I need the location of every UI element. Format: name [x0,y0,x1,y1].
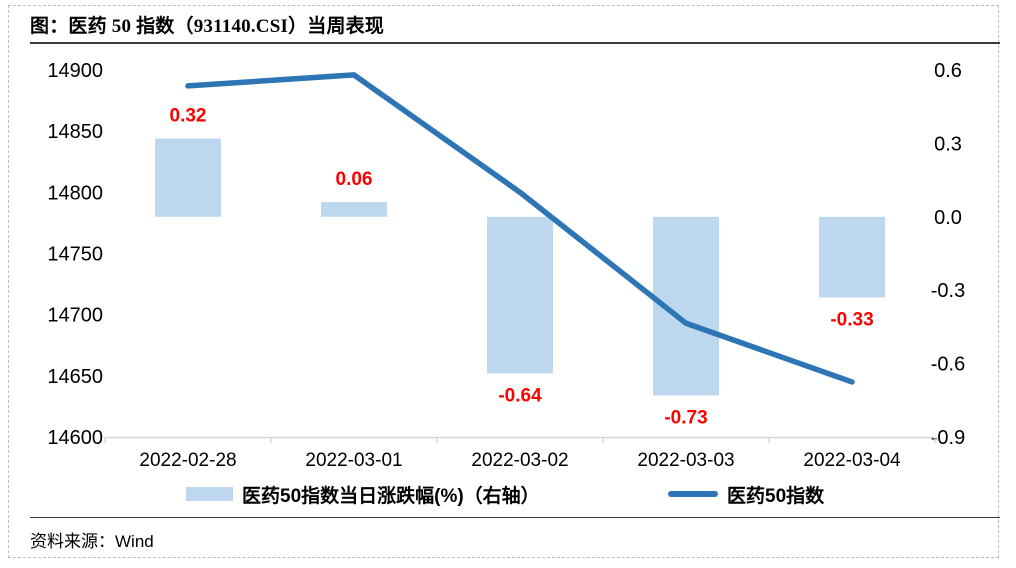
left-axis-tick-label: 14600 [47,427,103,449]
legend-label-bar-series: 医药50指数当日涨跌幅(%)（右轴） [242,485,540,507]
source-note: 资料来源：Wind [30,532,154,551]
page-border [8,5,999,558]
bar [155,138,221,217]
x-axis-label: 2022-03-04 [803,450,901,471]
left-axis-tick-label: 14650 [47,366,103,388]
bar-series-swatch-icon [186,487,233,501]
right-axis-tick-label: 0.6 [934,60,962,82]
index-line [185,72,855,385]
bar-value-label: -0.64 [498,385,542,406]
bar-value-label: 0.32 [170,106,207,127]
chart-canvas: 14900 14850 14800 14750 14700 14650 14600 0.6 0.… [47,60,965,471]
x-axis-label: 2022-03-01 [305,450,402,471]
figure-title: 图：医药 50 指数（931140.CSI）当周表现 [30,16,385,37]
bar-value-label: -0.33 [830,310,873,331]
bar-value-label: 0.06 [336,169,373,190]
legend-label-line-series: 医药50指数 [727,485,825,507]
bar [321,202,387,217]
right-axis-tick-label: -0.9 [931,427,965,449]
left-axis-tick-label: 14750 [47,244,103,266]
left-axis-tick-label: 14700 [47,305,103,327]
title-divider [30,42,1000,44]
bar [819,216,885,298]
bar [487,216,553,374]
footer-divider [30,517,1000,518]
legend-item-line-series: 医药50指数 [668,483,825,507]
left-axis-tick-label: 14900 [47,60,103,82]
x-axis-label: 2022-02-28 [139,450,236,471]
bar-value-label: -0.73 [664,407,707,428]
x-axis-label: 2022-03-03 [637,450,734,471]
legend-item-bar-series: 医药50指数当日涨跌幅(%)（右轴） [186,483,540,507]
x-axis-label: 2022-03-02 [471,450,568,471]
line-series-swatch-icon [668,491,718,497]
right-axis-tick-label: -0.6 [931,354,965,376]
left-axis-tick-label: 14850 [47,121,103,143]
right-axis-tick-label: 0.3 [934,133,962,155]
right-axis-tick-label: -0.3 [931,280,965,302]
right-axis-tick-label: 0.0 [934,207,962,229]
left-axis-tick-label: 14800 [47,182,103,204]
